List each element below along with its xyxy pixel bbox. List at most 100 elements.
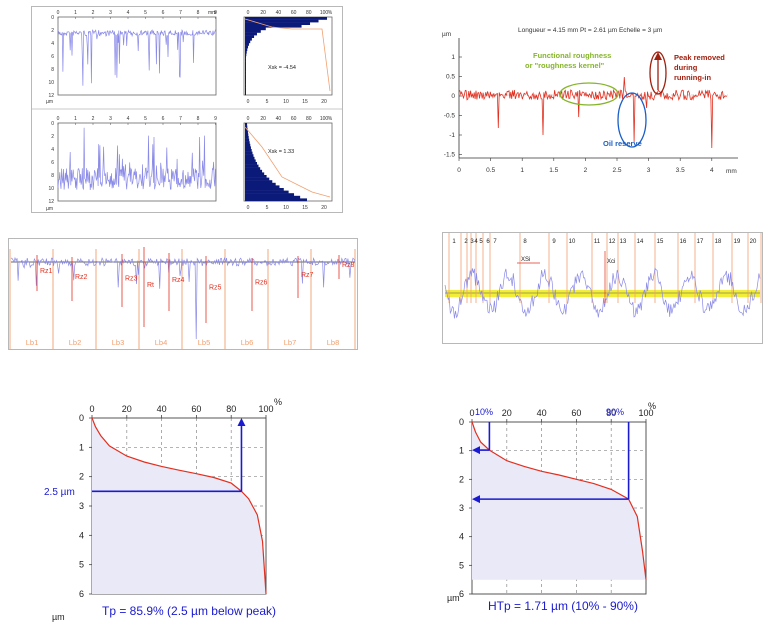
functional-x-tick-label: 4 [710,167,714,174]
hist-bar [245,164,259,168]
hist-bar [245,89,246,93]
hist-x-tick-label: 60 [291,10,297,16]
hist-bar [245,84,246,88]
x-tick-label: 7 [179,10,182,16]
hist-bar [245,61,246,64]
rz-marks: Rz1 Rz2 Rz3 Rt Rz4 Rz5 Rz6 Rz7 Rz8 [36,247,355,327]
htp-panel: 0 20 40 60 80 100 0 1 2 3 4 5 6 % µm 10% 90% [440,400,730,605]
xs-section-label: 10 [569,239,576,245]
htp-caption: HTp = 1.71 µm (10% - 90%) [488,599,638,613]
xs-section-label: 16 [680,239,687,245]
hist-bar [245,138,250,142]
functional-x-tick-label: 3.5 [676,167,685,174]
bottom-profile-y-ticks: 0 2 4 6 8 10 12 [48,121,54,205]
hist-bar [245,154,254,157]
lb-label: Lb1 [26,338,39,347]
x-tick-label: 2 [92,116,95,122]
hist-bar [245,24,302,28]
htp-10-arrow-head [472,446,480,455]
x-tick-label: 6 [162,10,165,16]
bottom-hist-x-ticks: 0 20 40 60 80 100% [247,116,333,122]
tp-x-tick-label: 100 [258,404,273,414]
top-hist-cumulative [244,18,331,92]
htp-x-unit: % [648,401,656,411]
oil-reserve-ellipse [617,92,647,148]
hist-bar [245,128,248,131]
hist-y-tick-label: 20 [321,99,327,105]
hist-bar [245,123,248,126]
lb-label: Lb5 [198,338,211,347]
hist-bar [245,156,255,160]
hist-bar [245,37,252,41]
x-tick-label: 4 [127,116,130,122]
htp-ticks: 0 20 40 60 80 100 0 1 2 3 4 5 6 [459,408,654,599]
tp-y-unit: µm [52,612,65,622]
tp-annotation [92,418,246,493]
functional-x-tick-label: 2 [584,167,588,174]
xs-section-label: 9 [552,239,556,245]
htp-x-tick-label: 60 [571,408,581,418]
htp-annotation [472,422,630,504]
htp-x-tick-label: 20 [502,408,512,418]
x-tick-label: 7 [179,116,182,122]
rz-label: Rz8 [342,262,355,269]
hist-x-tick-label: 40 [276,10,282,16]
tp-y-tick-label: 2 [79,472,84,482]
y-tick-label: 6 [51,54,54,60]
top-profile-y-ticks: 0 2 4 6 8 10 12 [48,15,54,99]
xs-section-label: 4 [474,239,478,245]
hist-x-tick-label: 20 [260,10,266,16]
hist-y-tick-label: 5 [266,205,269,211]
hist-x-unit: % [328,10,333,16]
y-tick-label: 6 [51,160,54,166]
htp-y-tick-label: 3 [459,503,464,513]
x-tick-label: 1 [74,116,77,122]
htp-x-tick-label: 100 [638,408,653,418]
functional-panel: Longueur = 4.15 mm Pt = 2.61 µm Echelle … [438,20,748,180]
xs-section-labels: 123456789101112131415161718192021 [452,239,769,245]
x-tick-label: 1 [74,10,77,16]
tp-bearing-curve [91,417,267,595]
rz-label: Rz5 [209,285,222,292]
hist-bar [245,198,307,202]
y-tick-label: 12 [48,93,54,99]
xs-section-label: 15 [657,239,664,245]
htp-x-tick-label: 80 [606,408,616,418]
rz-label: Rz7 [301,272,314,279]
hist-bar [245,172,265,176]
tp-y-tick-label: 3 [79,501,84,511]
hist-bar [245,149,252,152]
functional-x-tick-label: 0.5 [486,167,495,174]
htp-x-tick-label: 40 [537,408,547,418]
functional-svg: Longueur = 4.15 mm Pt = 2.61 µm Echelle … [442,27,738,175]
xs-section-label: 13 [620,239,627,245]
hist-bar [245,130,248,134]
hist-bar [245,30,261,33]
top-xsk-label: Xsk = -4.54 [268,65,296,71]
hist-bar [245,48,248,51]
htp-y-tick-label: 6 [459,589,464,599]
hist-bar [245,151,253,155]
hist-y-tick-label: 0 [247,99,250,105]
xc-label: Xci [607,259,615,265]
hist-x-tick-label: 80 [306,10,312,16]
x-tick-label: 8 [197,116,200,122]
y-tick-label: 2 [51,134,54,140]
oil-reserve-label: Oil reserve [603,139,642,148]
tp-ticks: 0 20 40 60 80 100 0 1 2 3 4 5 6 [79,404,274,599]
functional-x-unit: mm [726,168,737,175]
xs-section-label: 7 [493,239,497,245]
x-tick-label: 6 [162,116,165,122]
functional-x-tick-label: 0 [457,167,461,174]
top-hist-y-ticks: 0 5 10 15 20 [247,99,327,105]
hist-x-unit: % [328,116,333,122]
x-tick-label: 2 [92,10,95,16]
lb-label: Lb4 [155,338,168,347]
functional-ticks: 1 0.5 0 -0.5 -1 -1.5 0 0.5 1 1.5 2 2.5 3 3.5 4 [444,54,714,174]
xs-section-label: 11 [594,239,601,245]
functional-annot-line2: or "roughness kernel" [525,61,605,70]
hist-bar [245,195,301,199]
y-tick-label: 12 [48,199,54,205]
hist-bar [245,92,246,96]
